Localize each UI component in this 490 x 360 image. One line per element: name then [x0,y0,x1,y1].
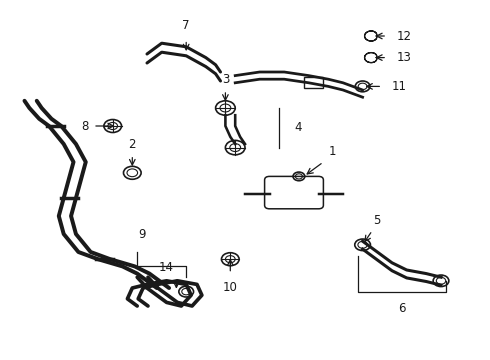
Text: 6: 6 [398,302,406,315]
Text: 13: 13 [397,51,412,64]
Text: 10: 10 [223,281,238,294]
Text: 2: 2 [128,138,136,151]
Text: 12: 12 [397,30,412,42]
FancyBboxPatch shape [304,77,323,88]
Text: 8: 8 [81,120,88,132]
Text: 5: 5 [373,214,381,227]
Text: 7: 7 [182,19,190,32]
Text: 1: 1 [328,145,336,158]
Text: 4: 4 [294,121,301,134]
FancyBboxPatch shape [265,176,323,209]
Text: 3: 3 [221,73,229,86]
Text: 11: 11 [392,80,407,93]
Text: 14: 14 [159,261,174,274]
Text: 9: 9 [138,228,146,241]
